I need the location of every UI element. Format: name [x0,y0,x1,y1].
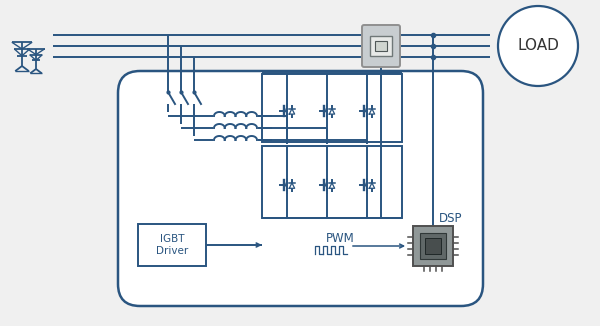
FancyBboxPatch shape [362,25,400,67]
Circle shape [498,6,578,86]
FancyBboxPatch shape [118,71,483,306]
Bar [413,226,453,266]
Bar [375,41,387,51]
Bar [262,146,402,218]
Text: PWM: PWM [326,231,355,244]
Text: DSP: DSP [439,212,463,225]
Bar [138,224,206,266]
Bar [262,74,402,142]
Bar [420,233,446,259]
Text: LOAD: LOAD [517,38,559,53]
Bar [425,238,441,254]
Text: IGBT
Driver: IGBT Driver [156,234,188,256]
Bar [370,36,392,56]
